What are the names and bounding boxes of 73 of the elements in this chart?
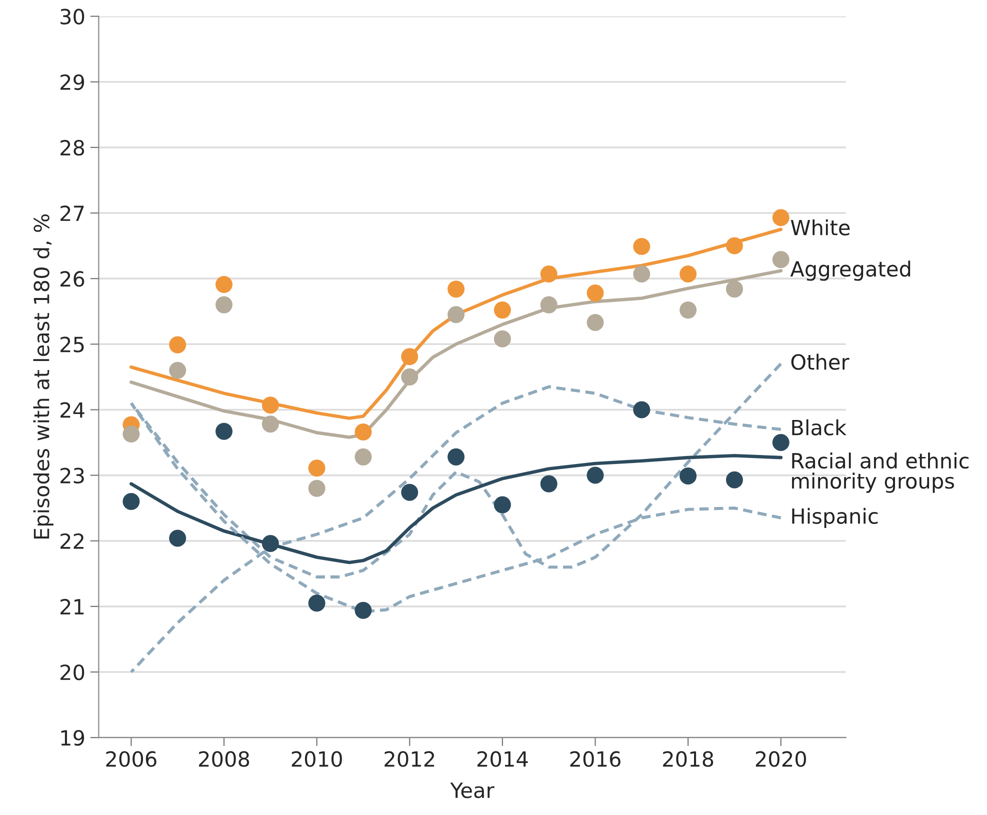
series-label: Other [791,354,850,370]
y-tick-label: 30 [60,8,84,25]
point [215,276,233,293]
point [540,475,558,492]
point [448,448,465,466]
series-label: Hispanic [792,508,878,528]
y-tick-label: 28 [60,140,84,156]
point [401,368,418,386]
y-tick-label: 21 [60,598,84,614]
x-tick-label: 2006 [106,751,156,767]
point [169,336,186,354]
point [308,460,326,477]
point [680,302,697,319]
point [262,534,279,552]
point [494,330,511,348]
x-tick-label: 2014 [477,751,528,767]
point [586,314,604,332]
y-tick-label: 26 [60,271,84,287]
x-tick-label: 2020 [756,751,806,767]
y-tick-label: 20 [60,664,84,680]
point [308,480,326,497]
series-label: White [790,219,850,236]
y-tick-label: 19 [61,730,84,746]
x-tick-label: 2008 [199,751,250,767]
point [726,237,743,254]
point [354,424,372,441]
point [726,471,743,488]
x-tick-label: 2018 [663,751,714,767]
series-label: Racial and ethnic minority groups [792,452,969,493]
y-tick-label: 23 [60,468,84,484]
point [633,265,650,282]
point [122,493,140,510]
point [540,265,558,282]
point [772,251,790,268]
point [308,594,326,612]
y-tick-label: 25 [60,336,84,352]
point [401,348,418,366]
point [680,467,697,484]
y-tick-label: 27 [60,205,84,221]
point [169,362,186,379]
y-tick-label: 29 [60,74,84,90]
y-tick-label: 24 [60,402,84,418]
point [354,448,372,466]
y-tick-label: 22 [60,533,84,549]
point [633,238,650,255]
point [401,484,418,501]
line-series [130,454,783,564]
point [540,296,558,314]
point [680,265,697,282]
y-axis-title: Episodes with at least 180 d, % [33,214,54,539]
point [633,401,650,418]
point [726,280,743,298]
point [169,530,186,547]
point [494,496,511,514]
point [586,284,604,302]
point [494,302,511,319]
point [262,396,279,414]
point [122,425,140,442]
point [772,434,790,452]
x-tick-label: 2010 [292,751,342,767]
series-label: Black [792,419,846,436]
x-axis-title: Year [450,782,494,798]
x-tick-label: 2012 [384,751,434,767]
series-label: Aggregated [790,260,910,281]
point [215,422,233,440]
point [772,209,790,226]
x-tick-label: 2016 [570,751,620,767]
point [354,602,372,619]
point [586,466,604,484]
point [448,280,465,298]
point [262,416,279,433]
point [448,306,465,324]
point [215,296,233,314]
